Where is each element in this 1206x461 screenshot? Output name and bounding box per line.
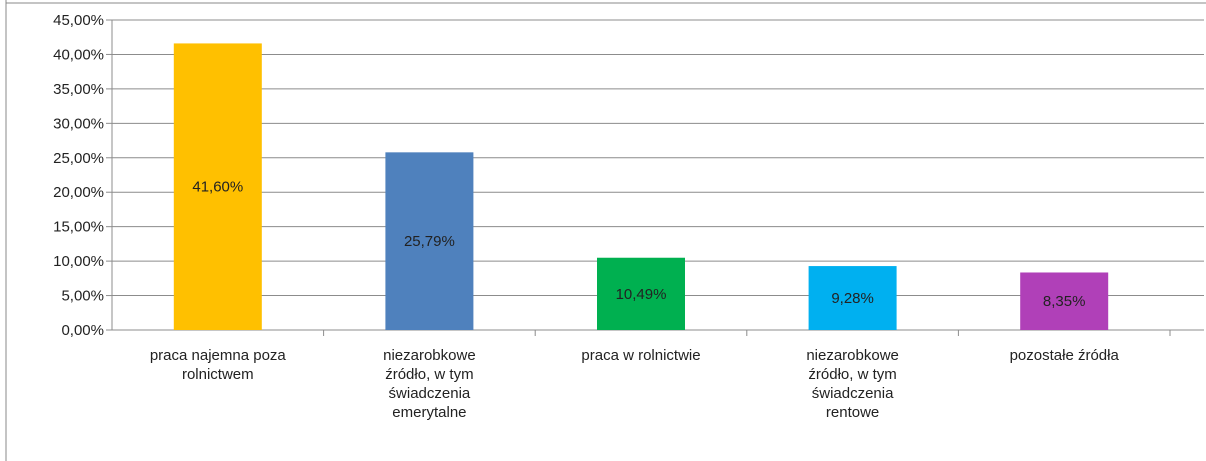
bar (385, 152, 474, 330)
x-category-label: praca w rolnictwie (581, 347, 700, 364)
data-label: 9,28% (831, 290, 874, 307)
y-tick-label: 5,00% (61, 288, 104, 305)
y-tick-label: 15,00% (53, 219, 104, 236)
y-tick-label: 0,00% (61, 322, 104, 339)
data-label: 10,49% (616, 286, 667, 303)
data-label: 8,35% (1043, 293, 1086, 310)
x-category-label: niezarobkowe (383, 347, 476, 364)
y-tick-label: 35,00% (53, 81, 104, 98)
x-category-label: emerytalne (392, 404, 466, 421)
x-category-label: praca najemna poza (150, 347, 287, 364)
x-category-label: świadczenia (812, 385, 894, 402)
y-tick-label: 10,00% (53, 253, 104, 270)
x-category-label: rentowe (826, 404, 879, 421)
bar (597, 257, 685, 330)
x-category-label: pozostałe źródła (1010, 347, 1120, 364)
bar (808, 266, 897, 330)
bar (173, 43, 262, 331)
bar (1020, 272, 1109, 330)
y-tick-label: 20,00% (53, 184, 104, 201)
x-category-label: rolnictwem (182, 366, 254, 383)
x-category-label: źródło, w tym (808, 366, 896, 383)
y-tick-label: 25,00% (53, 150, 104, 167)
x-category-label: źródło, w tym (385, 366, 473, 383)
x-category-label: niezarobkowe (806, 347, 899, 364)
data-label: 25,79% (404, 233, 455, 250)
y-tick-label: 40,00% (53, 46, 104, 63)
data-label: 41,60% (192, 179, 243, 196)
y-tick-label: 30,00% (53, 115, 104, 132)
y-tick-label: 45,00% (53, 12, 104, 29)
x-category-label: świadczenia (389, 385, 471, 402)
